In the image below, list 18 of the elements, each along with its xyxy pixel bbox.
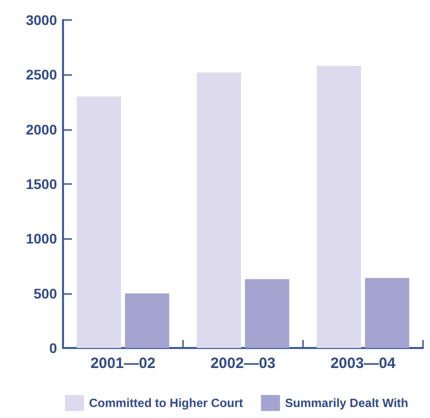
x-tick-label: 2001—02 [90,355,156,372]
bar [244,279,290,348]
bar [364,278,410,348]
x-tick-label: 2002—03 [210,355,276,372]
legend-label: Committed to Higher Court [89,396,243,410]
y-tick-label: 0 [49,340,58,356]
y-tick-label: 2000 [26,121,58,138]
y-tick-label: 1000 [26,230,58,247]
legend-label: Summarily Dealt With [284,396,408,410]
y-tick-label: 500 [34,285,58,302]
bar [196,72,242,348]
y-tick-label: 3000 [26,12,58,28]
y-tick-label: 1500 [26,176,58,192]
x-tick-label: 2003—04 [330,355,396,372]
bar [76,96,122,348]
bar [124,293,170,348]
y-tick-label: 2500 [26,66,58,83]
bar [316,66,362,348]
